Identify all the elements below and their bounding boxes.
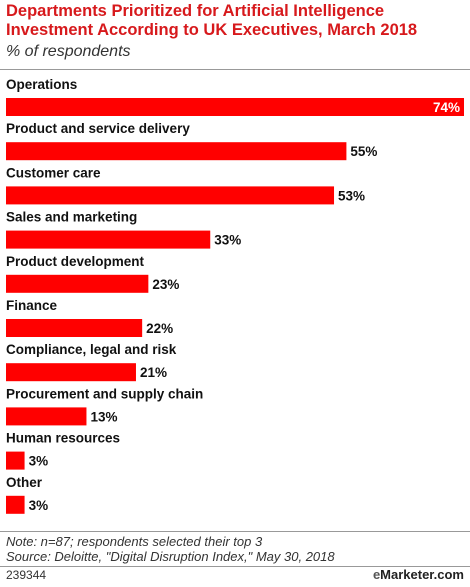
category-label-procurement-and-supply-chain: Procurement and supply chain (6, 386, 203, 401)
category-label-sales-and-marketing: Sales and marketing (6, 210, 137, 225)
value-label-operations: 74% (433, 100, 460, 115)
chart-id: 239344 (6, 568, 47, 582)
value-label-sales-and-marketing: 33% (214, 233, 241, 248)
footnote-source: Source: Deloitte, "Digital Disruption In… (6, 549, 335, 564)
value-label-procurement-and-supply-chain: 13% (90, 409, 117, 424)
category-label-finance: Finance (6, 298, 58, 313)
bar-sales-and-marketing (6, 230, 211, 249)
bar-product-development (6, 274, 149, 293)
chart-subtitle: % of respondents (6, 43, 131, 60)
category-label-other: Other (6, 475, 43, 490)
chart-title-line-1: Departments Prioritized for Artificial I… (6, 2, 385, 20)
emarketer-logo: eMarketer.com (373, 567, 464, 582)
note-divider (0, 531, 470, 532)
footnote: Note: n=87; respondents selected their t… (6, 534, 335, 564)
value-label-customer-care: 53% (338, 188, 365, 203)
bar-operations (6, 98, 464, 116)
category-label-operations: Operations (6, 77, 77, 92)
bar-other (6, 495, 25, 514)
bar-customer-care (6, 186, 335, 205)
bar-product-and-service-delivery (6, 142, 347, 161)
logo-rest: Marketer.com (380, 567, 464, 582)
value-label-product-development: 23% (152, 277, 179, 292)
value-label-compliance-legal-and-risk: 21% (140, 365, 167, 380)
category-label-product-and-service-delivery: Product and service delivery (6, 121, 190, 136)
bar-finance (6, 319, 143, 337)
category-label-product-development: Product development (6, 254, 145, 269)
top-divider (0, 69, 470, 70)
chart-title: Departments Prioritized for Artificial I… (6, 2, 466, 40)
bar-compliance-legal-and-risk (6, 363, 136, 382)
footnote-note: Note: n=87; respondents selected their t… (6, 534, 263, 549)
logo-e: e (372, 567, 381, 582)
value-label-human-resources: 3% (29, 454, 49, 469)
category-label-customer-care: Customer care (6, 165, 101, 180)
chart-title-line-2: Investment According to UK Executives, M… (6, 21, 418, 39)
category-label-compliance-legal-and-risk: Compliance, legal and risk (6, 342, 177, 357)
value-label-other: 3% (29, 498, 49, 513)
bar-chart: Operations 74% Product and service deliver… (6, 77, 464, 514)
footer-divider (0, 566, 470, 567)
category-label-human-resources: Human resources (6, 431, 120, 446)
value-label-product-and-service-delivery: 55% (350, 144, 377, 159)
value-label-finance: 22% (146, 321, 173, 336)
bar-human-resources (6, 451, 25, 470)
bar-procurement-and-supply-chain (6, 407, 87, 426)
